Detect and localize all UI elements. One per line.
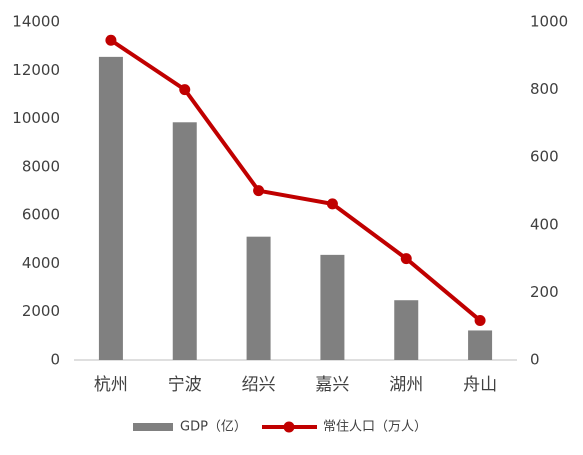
legend-label: GDP（亿） xyxy=(180,420,247,435)
x-tick-label: 绍兴 xyxy=(242,375,276,395)
y-tick-label: 14000 xyxy=(12,13,60,31)
y-tick-label: 10000 xyxy=(12,109,60,127)
x-tick-label: 湖州 xyxy=(389,375,423,395)
y-tick-label: 0 xyxy=(50,351,60,369)
bar xyxy=(172,122,197,360)
y2-tick-label: 1000 xyxy=(530,13,568,31)
y2-tick-label: 600 xyxy=(530,148,559,166)
y2-tick-label: 400 xyxy=(530,215,559,233)
x-tick-label: 舟山 xyxy=(463,375,497,395)
bar xyxy=(468,330,493,360)
y-tick-label: 4000 xyxy=(22,254,60,272)
x-tick-label: 宁波 xyxy=(168,375,202,395)
legend-marker xyxy=(283,421,295,433)
line-marker xyxy=(179,84,191,96)
y-tick-label: 8000 xyxy=(22,157,60,175)
y2-tick-label: 200 xyxy=(530,283,559,301)
line-marker xyxy=(400,253,412,265)
line xyxy=(109,38,482,322)
line-marker xyxy=(253,185,265,197)
line-marker xyxy=(105,34,117,46)
x-tick-label: 嘉兴 xyxy=(315,375,349,395)
line-marker xyxy=(474,314,486,326)
y-tick-label: 2000 xyxy=(22,302,60,320)
y2-tick-label: 800 xyxy=(530,80,559,98)
bar xyxy=(320,254,345,360)
bar xyxy=(394,300,419,360)
y2-tick-label: 0 xyxy=(530,351,540,369)
legend-swatch xyxy=(133,423,173,431)
line-marker xyxy=(326,198,338,210)
bar xyxy=(98,56,123,361)
legend-label: 常住人口（万人） xyxy=(323,420,427,435)
y-tick-label: 6000 xyxy=(22,206,60,224)
x-tick-label: 杭州 xyxy=(94,375,128,395)
bar xyxy=(246,236,271,360)
y-tick-label: 12000 xyxy=(12,61,60,79)
